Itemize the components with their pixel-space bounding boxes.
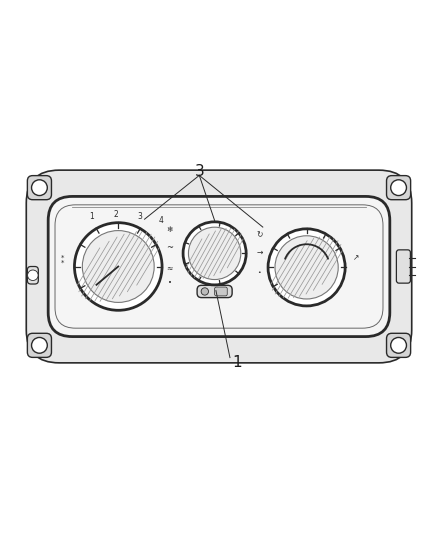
FancyBboxPatch shape: [27, 175, 51, 200]
Text: 3: 3: [138, 212, 143, 221]
FancyBboxPatch shape: [396, 250, 410, 283]
Circle shape: [28, 270, 38, 280]
Circle shape: [188, 227, 241, 279]
Text: ≈: ≈: [166, 263, 173, 272]
FancyBboxPatch shape: [48, 197, 390, 336]
Text: 4: 4: [159, 216, 164, 225]
Circle shape: [183, 222, 246, 285]
FancyBboxPatch shape: [215, 287, 227, 296]
Circle shape: [201, 288, 208, 295]
Circle shape: [82, 231, 154, 302]
FancyBboxPatch shape: [55, 205, 383, 328]
Text: ~: ~: [166, 243, 173, 252]
Text: 1: 1: [90, 212, 94, 221]
Text: •: •: [168, 280, 172, 286]
FancyBboxPatch shape: [197, 285, 232, 297]
Text: 1: 1: [232, 356, 242, 370]
Text: *
*: * *: [60, 254, 64, 265]
FancyBboxPatch shape: [387, 333, 411, 358]
Text: 3: 3: [194, 164, 204, 179]
Text: ↻: ↻: [256, 230, 263, 239]
Circle shape: [275, 236, 338, 299]
FancyBboxPatch shape: [387, 175, 411, 200]
Circle shape: [391, 180, 406, 196]
Circle shape: [32, 337, 47, 353]
FancyBboxPatch shape: [27, 266, 38, 284]
Text: ❄: ❄: [166, 225, 173, 234]
FancyBboxPatch shape: [27, 333, 51, 358]
Circle shape: [32, 180, 47, 196]
Circle shape: [268, 229, 345, 306]
Text: ↗: ↗: [353, 253, 359, 262]
Text: →: →: [256, 247, 263, 256]
Text: •: •: [258, 270, 261, 275]
Text: 2: 2: [114, 211, 118, 219]
FancyBboxPatch shape: [26, 170, 412, 363]
Circle shape: [391, 337, 406, 353]
Circle shape: [74, 223, 162, 310]
